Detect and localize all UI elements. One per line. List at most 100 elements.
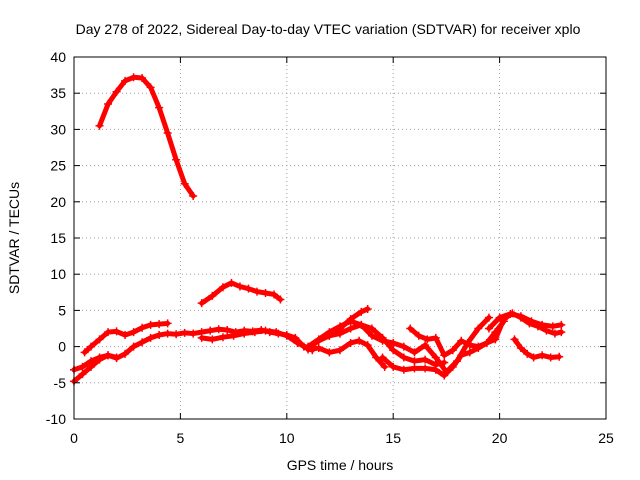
y-tick-label: 40 (50, 49, 66, 65)
data-point (448, 346, 457, 355)
data-point (346, 317, 355, 326)
data-point (406, 324, 415, 333)
series-line (97, 74, 196, 199)
data-point (146, 320, 155, 329)
data-point (189, 329, 198, 338)
data-point (355, 336, 364, 345)
series-track-b (197, 278, 285, 308)
data-point (146, 333, 155, 342)
data-point (235, 282, 244, 291)
data-point (440, 351, 449, 360)
data-point (206, 326, 215, 335)
data-point (223, 325, 232, 334)
data-point (163, 329, 172, 338)
data-point (346, 338, 355, 347)
data-point (367, 324, 376, 333)
data-point (155, 331, 164, 340)
data-point (510, 335, 519, 344)
data-point (197, 333, 206, 342)
series-line (199, 280, 283, 306)
data-point (261, 289, 270, 298)
data-point (240, 329, 249, 338)
data-point (516, 344, 525, 353)
data-point (423, 335, 432, 344)
data-point (218, 333, 227, 342)
data-point (550, 329, 559, 338)
data-point (523, 349, 532, 358)
data-point (378, 353, 387, 362)
data-point (363, 341, 372, 350)
data-point (389, 362, 398, 371)
series-track-h (304, 336, 389, 371)
data-point (414, 331, 423, 340)
data-point (229, 331, 238, 340)
series-track-e (80, 319, 172, 357)
data-point (421, 355, 430, 364)
data-point (172, 155, 181, 164)
data-point (314, 344, 323, 353)
data-point (336, 346, 344, 355)
data-point (336, 329, 344, 338)
x-tick-label: 0 (70, 430, 78, 446)
x-tick-label: 25 (598, 430, 614, 446)
data-point (389, 346, 398, 355)
data-point (431, 365, 440, 374)
data-point (163, 319, 172, 328)
data-point (253, 287, 262, 296)
data-point (465, 341, 474, 350)
data-point (325, 348, 334, 357)
data-point (146, 83, 155, 92)
data-point (121, 331, 130, 340)
data-point (380, 362, 389, 371)
data-point (112, 327, 121, 336)
data-point (336, 322, 344, 331)
data-point (399, 353, 408, 362)
data-point (538, 320, 547, 329)
data-point (529, 353, 538, 362)
data-point (121, 349, 130, 358)
series-track-a (95, 73, 198, 201)
data-point (95, 121, 104, 130)
data-point (557, 328, 566, 337)
data-point (129, 73, 138, 82)
data-point (474, 324, 483, 333)
y-tick-label: 25 (50, 158, 66, 174)
data-point (482, 338, 491, 347)
x-tick-label: 5 (177, 430, 185, 446)
data-point (448, 362, 457, 371)
x-axis-label: GPS time / hours (287, 457, 394, 473)
data-point (129, 328, 138, 337)
data-point (87, 357, 96, 366)
data-point (546, 353, 555, 362)
data-point (104, 328, 113, 337)
series-line (326, 315, 492, 375)
x-tick-label: 10 (279, 430, 295, 446)
data-point (208, 335, 217, 344)
data-point (474, 342, 483, 351)
y-tick-label: -5 (54, 375, 67, 391)
series-track-g (304, 317, 449, 369)
data-point (457, 336, 466, 345)
data-point (431, 333, 440, 342)
data-point (495, 313, 504, 322)
grid-lines (74, 57, 606, 419)
data-point (325, 331, 334, 340)
data-point (80, 348, 89, 357)
data-point (282, 331, 291, 340)
axis-ticks: 0 5 10 15 20 25 -10 -5 0 5 10 15 20 25 30 35 40 (46, 49, 614, 446)
y-tick-label: 35 (50, 85, 66, 101)
data-point (121, 76, 130, 85)
data-point (346, 324, 355, 333)
data-point (389, 338, 398, 347)
data-point (410, 357, 419, 366)
data-point (357, 307, 366, 316)
data-point (491, 335, 500, 344)
data-point (227, 278, 236, 287)
data-point (208, 291, 217, 300)
data-point (304, 345, 313, 354)
series-track-d (70, 351, 121, 374)
y-tick-label: 30 (50, 121, 66, 137)
data-point (250, 328, 259, 337)
data-point (180, 179, 189, 188)
